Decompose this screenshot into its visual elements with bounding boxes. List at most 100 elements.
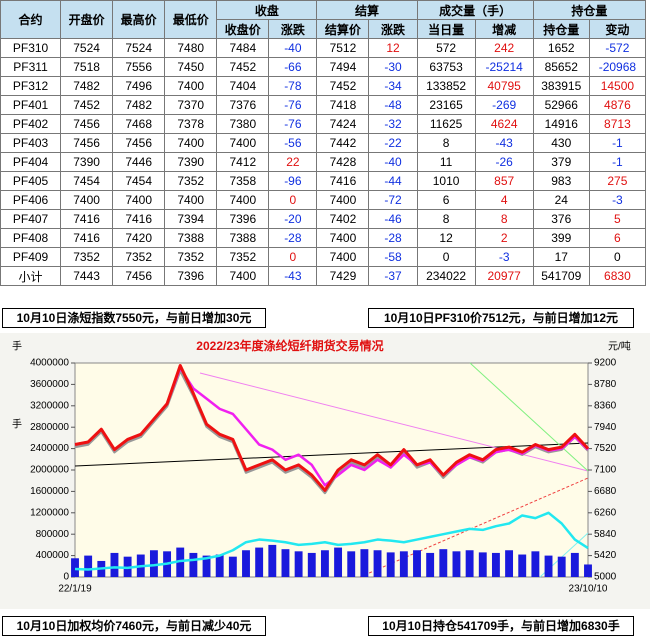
table-row: PF406 7400 7400 7400 7400 0 7400 -72 6 4 24 -3	[0, 190, 647, 210]
table-cell: 7456	[60, 114, 114, 134]
table-cell: 7400	[216, 190, 270, 210]
y2-tick-label: 8360	[594, 400, 617, 411]
table-cell: -32	[368, 114, 418, 134]
volume-bar	[413, 550, 421, 577]
volume-bar	[531, 551, 540, 577]
column-header: 增减	[474, 19, 534, 39]
table-cell: 7352	[112, 247, 166, 267]
table-cell: -48	[368, 95, 418, 115]
table-cell: 7416	[316, 171, 370, 191]
table-cell: 7418	[316, 95, 370, 115]
table-cell: PF401	[0, 95, 62, 115]
table-cell: 7352	[216, 247, 270, 267]
table-cell: 376	[532, 209, 590, 229]
table-cell: -46	[368, 209, 418, 229]
volume-bar	[505, 550, 514, 577]
volume-bar	[215, 554, 224, 577]
table-cell: 430	[532, 133, 590, 153]
table-cell: 7524	[60, 38, 114, 58]
column-header: 合约	[0, 0, 62, 39]
table-row: PF403 7456 7456 7400 7400 -56 7442 -22 8 -43 430 -1	[0, 133, 647, 153]
volume-bar	[242, 550, 250, 577]
table-cell: 7412	[216, 152, 270, 172]
table-cell: 7352	[164, 171, 218, 191]
table-cell: -22	[368, 133, 418, 153]
table-cell: -1	[588, 133, 647, 153]
y2-tick-label: 8780	[594, 379, 617, 390]
table-cell: -96	[268, 171, 318, 191]
volume-bar	[478, 552, 487, 577]
table-cell: 1010	[416, 171, 476, 191]
table-row: PF405 7454 7454 7352 7358 -96 7416 -44 1010 857 98…	[0, 171, 647, 191]
y2-tick-label: 6260	[594, 507, 617, 518]
y2-tick-label: 7940	[594, 422, 617, 433]
table-cell: -1	[588, 152, 647, 172]
table-cell: 20977	[474, 266, 534, 286]
table-cell: 0	[416, 247, 476, 267]
y-tick-label: 3600000	[30, 379, 69, 390]
column-header: 变动	[588, 19, 647, 39]
volume-bar	[71, 558, 79, 577]
table-row: PF408 7416 7420 7388 7388 -28 7400 -28 12 2 399 6	[0, 228, 647, 248]
banner: 10月10日涤短指数7550元，与前日增加30元	[2, 308, 266, 328]
volume-bar	[399, 551, 408, 577]
table-cell: 7380	[216, 114, 270, 134]
volume-bar	[307, 552, 316, 577]
table-cell: -572	[588, 38, 647, 58]
y-tick-label: 400000	[36, 550, 70, 561]
y2-tick-label: 5000	[594, 572, 617, 583]
table-cell: -76	[268, 114, 318, 134]
table-row: PF312 7482 7496 7400 7404 -78 7452 -34 133852 407…	[0, 76, 647, 96]
volume-bar	[320, 550, 329, 577]
y2-tick-label: 7520	[594, 443, 617, 454]
table-row: PF407 7416 7416 7394 7396 -20 7402 -46 8 8 376 5	[0, 209, 647, 229]
table-cell: 857	[474, 171, 534, 191]
table-cell: 7454	[112, 171, 166, 191]
table-cell: PF409	[0, 247, 62, 267]
header-row: 合约 开盘价 最高价 最低价 收盘 结算 成交量（手） 持仓量	[0, 0, 647, 39]
volume-bar	[426, 552, 435, 577]
table-cell: -58	[368, 247, 418, 267]
table-cell: -20968	[588, 57, 647, 77]
volume-bar	[110, 552, 119, 577]
series-line	[74, 511, 589, 571]
table-cell: 6830	[588, 266, 647, 286]
table-row: 小计 7443 7456 7396 7400 -43 7429 -37 234022 20977 5…	[0, 266, 647, 286]
table-cell: 7388	[164, 228, 218, 248]
table-cell: 7400	[164, 133, 218, 153]
table-cell: 541709	[532, 266, 590, 286]
table-cell: 5	[588, 209, 647, 229]
table-cell: -78	[268, 76, 318, 96]
column-header: 涨跌	[368, 19, 418, 39]
volume-bar	[176, 547, 185, 577]
y-tick-label: 0	[63, 572, 69, 583]
table-cell: -44	[368, 171, 418, 191]
table-cell: 7390	[60, 152, 114, 172]
table-cell: 133852	[416, 76, 476, 96]
table-cell: PF408	[0, 228, 62, 248]
y-tick-label: 1200000	[30, 507, 69, 518]
volume-bar	[518, 554, 527, 577]
table-cell: -28	[268, 228, 318, 248]
table-cell: 7370	[164, 95, 218, 115]
table-cell: -26	[474, 152, 534, 172]
table-cell: 7400	[316, 228, 370, 248]
volume-bar	[202, 555, 211, 577]
table-cell: 7494	[316, 57, 370, 77]
table-cell: 7388	[216, 228, 270, 248]
table-cell: 572	[416, 38, 476, 58]
table-cell: 7400	[164, 76, 218, 96]
table-cell: 399	[532, 228, 590, 248]
table-cell: 24	[532, 190, 590, 210]
y-axis-label: 手	[12, 418, 22, 431]
column-header: 持仓量	[532, 19, 590, 39]
table-cell: 7468	[112, 114, 166, 134]
table-cell: 7482	[112, 95, 166, 115]
table-row: PF409 7352 7352 7352 7352 0 7400 -58 0 -3 17 0	[0, 247, 647, 267]
trend-line	[359, 477, 589, 578]
table-cell: 14500	[588, 76, 647, 96]
table-cell: 8713	[588, 114, 647, 134]
table-cell: -3	[588, 190, 647, 210]
table-cell: 85652	[532, 57, 590, 77]
